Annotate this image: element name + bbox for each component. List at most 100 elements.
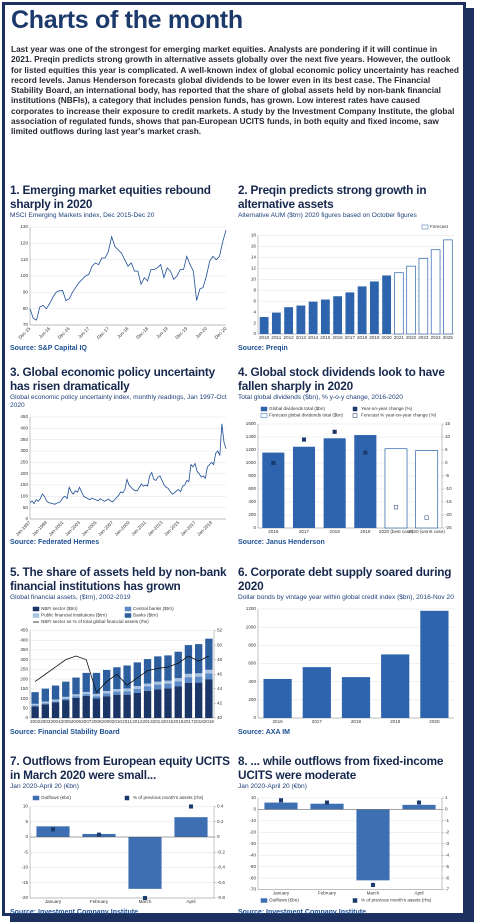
y-tick-label: 600 — [248, 486, 256, 491]
x-tick-label: Jan-2003 — [64, 520, 81, 536]
bar — [128, 837, 162, 889]
chart-source: Source: Federated Hermes — [10, 539, 100, 546]
x-tick-label: Jan-2007 — [97, 520, 114, 536]
bar — [123, 688, 131, 692]
y2-tick-label: 44 — [217, 686, 223, 691]
x-tick-label: 2020 (worst case) — [408, 529, 445, 534]
bar — [102, 669, 111, 691]
marker — [188, 804, 194, 809]
bar — [263, 678, 292, 718]
y-tick-label: 350 — [20, 647, 28, 652]
chart-source: Source: AXA IM — [238, 729, 290, 736]
bar — [333, 296, 343, 334]
bar — [174, 686, 182, 718]
bar — [184, 645, 193, 674]
y-tick-label: 200 — [248, 512, 256, 517]
bar — [72, 697, 80, 718]
x-tick-label: 2017 — [312, 719, 323, 724]
x-tick-label: 2022 — [406, 335, 417, 340]
bar — [264, 802, 298, 810]
y-tick-label: 16 — [251, 244, 257, 249]
y-tick-label: 450 — [20, 414, 28, 419]
bar — [62, 698, 70, 701]
y2-tick-label: -5 — [445, 473, 450, 478]
x-tick-label: Jan-2011 — [130, 520, 147, 536]
chart-source: Source: Investment Company Institute — [10, 909, 138, 916]
x-tick-label: 2020 — [429, 719, 440, 724]
x-tick-label: 2012 — [284, 335, 295, 340]
y-tick-label: 250 — [20, 460, 28, 465]
y-tick-label: 400 — [248, 679, 256, 684]
legend-label: Central banks ($trn) — [133, 606, 174, 611]
y-tick-label: 800 — [248, 473, 256, 478]
x-tick-label: 2017 — [299, 529, 310, 534]
x-tick-label: 2004 — [50, 719, 61, 724]
x-tick-label: 2007 — [81, 719, 92, 724]
y-tick-label: 100 — [20, 494, 28, 499]
chart-block: 3. Global economic policy uncertainty ha… — [10, 366, 232, 548]
chart: -70-60-50-40-30-20-10010-7-6-5-4-3-2-101… — [249, 795, 450, 903]
x-tick-label: April — [414, 891, 423, 896]
y-tick-label: 150 — [20, 686, 28, 691]
x-tick-label: 2009 — [102, 719, 113, 724]
y-tick-label: 50 — [23, 505, 29, 510]
y-tick-label: 8 — [253, 287, 256, 292]
chart-heading: 3. Global economic policy uncertainty ha… — [10, 366, 215, 393]
chart-subtitle: Dollar bonds by vintage year within glob… — [238, 594, 454, 601]
bar — [418, 258, 429, 335]
marker — [278, 798, 284, 803]
bar — [31, 703, 39, 706]
bar — [31, 705, 39, 707]
y2-tick-label: -0.8 — [217, 895, 225, 900]
y2-tick-label: 0 — [217, 834, 220, 839]
chart-heading: 7. Outflows from European equity UCITS i… — [10, 755, 230, 782]
bar — [41, 688, 50, 702]
bar — [92, 693, 101, 697]
y-tick-label: -5 — [24, 849, 29, 854]
y-tick-label: 1000 — [246, 460, 257, 465]
y-tick-label: 200 — [20, 471, 28, 476]
bar — [323, 438, 346, 528]
bar — [143, 686, 152, 691]
legend-label: Banks ($trn) — [133, 613, 158, 618]
y-tick-label: 1000 — [246, 624, 257, 629]
bar — [259, 317, 269, 334]
bar — [284, 307, 294, 334]
chart: 0 200 400 600 800 1000 1200 1400 1600 -25 -20 -15 -1… — [246, 406, 452, 534]
y-tick-label: -20 — [249, 830, 256, 835]
y-tick-label: 400 — [248, 499, 256, 504]
y-tick-label: 200 — [20, 676, 28, 681]
bar — [194, 644, 203, 674]
marker — [142, 895, 148, 901]
legend-label: Global dividends total ($bn) — [269, 406, 325, 411]
bar — [394, 272, 404, 335]
x-tick-label: Dec-20 — [214, 326, 228, 340]
legend-swatch — [260, 413, 268, 418]
bar — [174, 681, 182, 687]
legend-swatch — [260, 898, 268, 903]
x-tick-label: 2013 — [142, 719, 153, 724]
chart: 0 200 400 600 800 1000 1200 2016 2017 2018 2019 202… — [246, 606, 454, 724]
bar — [123, 691, 131, 695]
legend-swatch — [124, 606, 132, 612]
x-tick-label: 2013 — [296, 335, 307, 340]
marker — [370, 882, 376, 887]
x-tick-label: 2021 — [394, 335, 405, 340]
y-tick-label: -10 — [249, 818, 256, 823]
y2-tick-label: 42 — [217, 701, 223, 706]
y-tick-label: 0 — [253, 715, 256, 720]
y-tick-label: 120 — [20, 241, 28, 246]
bar — [102, 690, 111, 694]
y-tick-label: 0 — [25, 834, 28, 839]
bar — [310, 803, 344, 810]
bar — [62, 681, 70, 697]
marker — [50, 827, 56, 832]
bar — [354, 435, 377, 528]
y-tick-label: 1200 — [246, 447, 257, 452]
y-tick-label: -60 — [249, 875, 256, 880]
y-tick-label: -30 — [249, 841, 256, 846]
bar — [133, 688, 142, 693]
x-tick-label: 2019 — [204, 719, 215, 724]
